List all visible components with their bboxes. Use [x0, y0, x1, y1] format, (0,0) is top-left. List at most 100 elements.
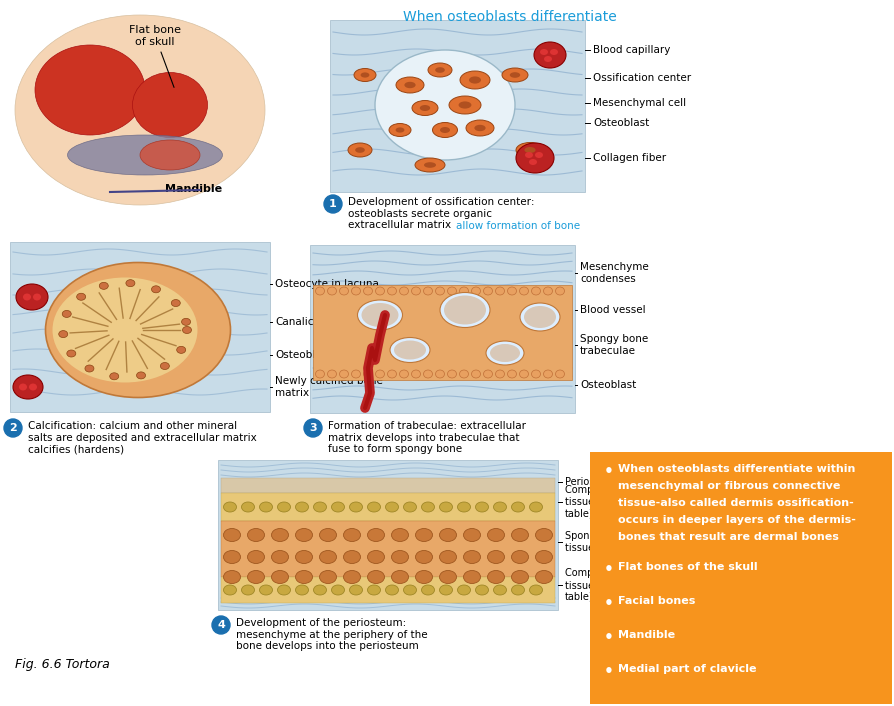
Ellipse shape: [99, 282, 108, 289]
Text: Mandible: Mandible: [164, 184, 222, 194]
Ellipse shape: [331, 502, 344, 512]
Ellipse shape: [471, 370, 480, 378]
FancyBboxPatch shape: [10, 242, 270, 412]
Circle shape: [304, 419, 322, 437]
Ellipse shape: [339, 287, 348, 295]
Ellipse shape: [295, 529, 312, 542]
Ellipse shape: [463, 570, 480, 583]
Ellipse shape: [404, 82, 415, 88]
Ellipse shape: [23, 294, 31, 301]
Ellipse shape: [528, 159, 536, 165]
Ellipse shape: [77, 293, 86, 300]
Text: Periosteum: Periosteum: [564, 477, 620, 487]
Ellipse shape: [259, 502, 272, 512]
Ellipse shape: [474, 125, 485, 131]
Ellipse shape: [419, 105, 430, 111]
Text: Mesenchymal cell: Mesenchymal cell: [593, 98, 686, 108]
Ellipse shape: [277, 502, 291, 512]
Text: •: •: [603, 664, 613, 679]
Ellipse shape: [439, 529, 456, 542]
Ellipse shape: [224, 529, 240, 542]
Text: •: •: [603, 464, 613, 479]
Text: Newly calcified bone
matrix: Newly calcified bone matrix: [274, 376, 383, 397]
Ellipse shape: [543, 287, 552, 295]
Ellipse shape: [16, 284, 48, 310]
Text: Mesenchyme
condenses: Mesenchyme condenses: [579, 262, 648, 284]
Ellipse shape: [160, 362, 169, 369]
Ellipse shape: [224, 585, 236, 595]
Ellipse shape: [277, 585, 291, 595]
Circle shape: [212, 616, 230, 634]
Ellipse shape: [367, 585, 380, 595]
Ellipse shape: [435, 370, 444, 378]
Ellipse shape: [391, 570, 408, 583]
Ellipse shape: [351, 370, 360, 378]
Ellipse shape: [440, 292, 489, 328]
Ellipse shape: [411, 100, 437, 116]
Text: Development of the periosteum:
mesenchyme at the periphery of the
bone develops : Development of the periosteum: mesenchym…: [236, 618, 427, 651]
Ellipse shape: [468, 76, 480, 83]
Ellipse shape: [391, 529, 408, 542]
Ellipse shape: [459, 287, 468, 295]
Ellipse shape: [415, 551, 432, 563]
Ellipse shape: [387, 370, 396, 378]
Ellipse shape: [248, 551, 265, 563]
Ellipse shape: [531, 287, 540, 295]
Ellipse shape: [354, 68, 375, 81]
Ellipse shape: [525, 152, 533, 158]
Ellipse shape: [403, 502, 416, 512]
Text: Blood capillary: Blood capillary: [593, 45, 670, 55]
Ellipse shape: [181, 318, 190, 325]
FancyBboxPatch shape: [221, 478, 554, 493]
Ellipse shape: [367, 502, 380, 512]
Ellipse shape: [331, 585, 344, 595]
Text: allow formation of bone: allow formation of bone: [455, 221, 579, 231]
Ellipse shape: [259, 585, 272, 595]
Ellipse shape: [535, 152, 543, 158]
Ellipse shape: [489, 344, 519, 362]
Ellipse shape: [182, 326, 191, 333]
Text: Calcification: calcium and other mineral
salts are deposited and extracellular m: Calcification: calcium and other mineral…: [28, 421, 257, 454]
Ellipse shape: [460, 71, 489, 89]
Ellipse shape: [351, 287, 360, 295]
Text: 1: 1: [329, 199, 336, 209]
Text: Ossification center: Ossification center: [593, 73, 690, 83]
Ellipse shape: [519, 303, 560, 331]
Ellipse shape: [399, 370, 408, 378]
Ellipse shape: [423, 370, 432, 378]
Ellipse shape: [241, 585, 254, 595]
Ellipse shape: [295, 585, 308, 595]
Ellipse shape: [361, 303, 398, 327]
Text: •: •: [603, 562, 613, 577]
Ellipse shape: [534, 42, 565, 68]
Ellipse shape: [126, 280, 135, 287]
Ellipse shape: [67, 135, 223, 175]
Text: Osteoblast: Osteoblast: [579, 380, 636, 390]
Ellipse shape: [19, 383, 27, 390]
Ellipse shape: [550, 49, 557, 55]
Ellipse shape: [485, 341, 523, 365]
Text: Osteoblast: Osteoblast: [274, 350, 331, 360]
Text: Compact bone
tissue (internal
table): Compact bone tissue (internal table): [564, 568, 638, 602]
Ellipse shape: [85, 365, 94, 372]
Ellipse shape: [171, 299, 180, 306]
Ellipse shape: [439, 585, 452, 595]
Ellipse shape: [435, 287, 444, 295]
Ellipse shape: [483, 370, 492, 378]
Ellipse shape: [539, 49, 547, 55]
Ellipse shape: [423, 287, 432, 295]
Ellipse shape: [63, 311, 72, 318]
Ellipse shape: [176, 347, 185, 354]
Ellipse shape: [411, 287, 420, 295]
Ellipse shape: [343, 570, 360, 583]
Ellipse shape: [35, 45, 145, 135]
Ellipse shape: [395, 127, 404, 133]
Ellipse shape: [495, 287, 504, 295]
Ellipse shape: [241, 502, 254, 512]
Ellipse shape: [519, 370, 528, 378]
Ellipse shape: [360, 73, 369, 78]
Ellipse shape: [375, 50, 514, 160]
Ellipse shape: [224, 570, 240, 583]
Ellipse shape: [535, 570, 552, 583]
Ellipse shape: [319, 529, 336, 542]
